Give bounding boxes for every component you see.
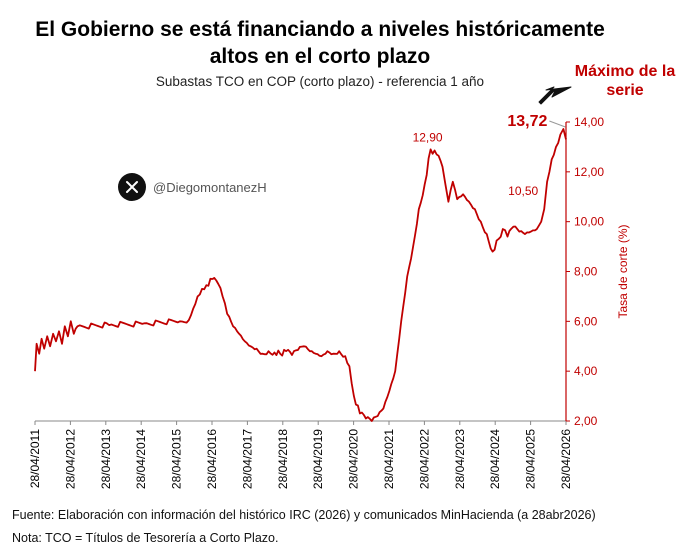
max-data-label: 13,72 [507, 113, 547, 130]
author-handle: @DiegomontanezH [118, 173, 267, 201]
footnote: Nota: TCO = Títulos de Tesorería a Corto… [12, 531, 279, 545]
x-tick-label: 28/04/2017 [240, 429, 254, 489]
max-label-leader [549, 120, 566, 128]
x-tick-label: 28/04/2025 [524, 429, 538, 489]
y-tick-label: 10,00 [574, 215, 604, 229]
x-tick-label: 28/04/2021 [382, 429, 396, 489]
chart-title-line-1: El Gobierno se está financiando a nivele… [35, 18, 605, 41]
x-tick-label: 28/04/2026 [559, 429, 573, 489]
data-label: 12,90 [413, 130, 443, 144]
data-label: 10,50 [508, 184, 538, 198]
max-annotation-line-1: Máximo de la [574, 63, 676, 80]
source-note: Fuente: Elaboración con información del … [12, 508, 596, 522]
y-tick-label: 4,00 [574, 364, 598, 378]
x-tick-label: 28/04/2024 [488, 429, 502, 489]
x-tick-label: 28/04/2018 [276, 429, 290, 489]
series-line [34, 128, 567, 422]
max-annotation-line-2: serie [606, 82, 644, 99]
x-tick-label: 28/04/2014 [134, 429, 148, 489]
max-arrow-icon [538, 86, 572, 105]
x-tick-label: 28/04/2012 [63, 429, 77, 489]
x-tick-label: 28/04/2016 [205, 429, 219, 489]
chart-title-line-2: altos en el corto plazo [209, 45, 431, 68]
chart-subtitle: Subastas TCO en COP (corto plazo) - refe… [155, 74, 485, 89]
x-tick-label: 28/04/2011 [28, 429, 42, 488]
x-tick-label: 28/04/2022 [417, 429, 431, 489]
x-tick-label: 28/04/2023 [453, 429, 467, 489]
x-tick-label: 28/04/2019 [311, 429, 325, 489]
y-tick-label: 8,00 [574, 265, 598, 279]
x-tick-label: 28/04/2015 [170, 429, 184, 489]
x-tick-label: 28/04/2020 [347, 429, 361, 489]
chart-title: El Gobierno se está financiando a nivele… [0, 16, 640, 70]
author-handle-text: @DiegomontanezH [153, 179, 267, 195]
x-tick-label: 28/04/2013 [99, 429, 113, 489]
y-tick-label: 2,00 [574, 414, 598, 428]
x-logo-icon [118, 173, 146, 201]
max-annotation: Máximo de la serie [560, 62, 690, 100]
y-tick-label: 14,00 [574, 115, 604, 129]
y-tick-label: 12,00 [574, 165, 604, 179]
y-tick-label: 6,00 [574, 314, 598, 328]
y-axis-title: Tasa de corte (%) [616, 224, 630, 318]
